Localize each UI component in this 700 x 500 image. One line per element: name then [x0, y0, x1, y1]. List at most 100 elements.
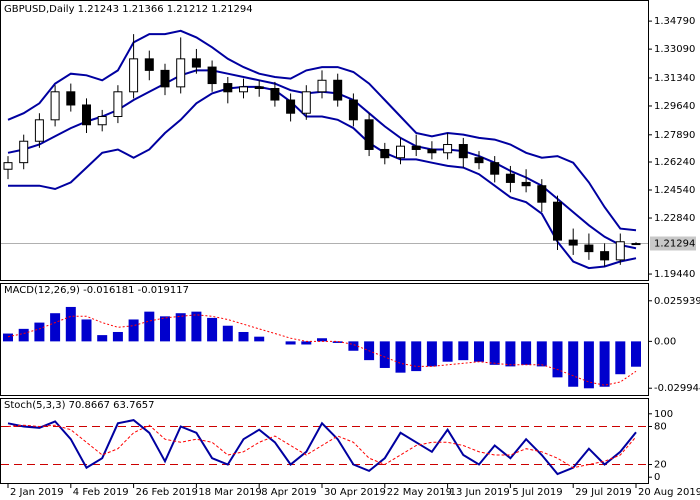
y-tick-label: 1.29640 — [654, 101, 695, 112]
stoch-line — [7, 424, 637, 469]
macd-bar — [599, 341, 610, 387]
macd-bar — [285, 341, 296, 345]
candle-body — [427, 148, 437, 154]
macd-title: MACD(12,26,9) -0.016181 -0.019117 — [4, 285, 189, 296]
macd-bar — [3, 333, 13, 342]
candle-body — [474, 157, 484, 164]
macd-bar — [348, 341, 359, 351]
x-tick-label: 13 Jun 2019 — [450, 487, 510, 498]
stoch-panel — [0, 398, 649, 484]
candle-body — [521, 181, 531, 187]
candle-body — [129, 58, 139, 93]
y-tick-label: 20 — [654, 460, 667, 471]
candle-body — [286, 99, 296, 114]
candle-body — [34, 119, 44, 142]
candle-body — [537, 185, 547, 203]
macd-bar — [552, 341, 563, 378]
macd-bar — [18, 328, 29, 342]
y-tick-label: 80 — [654, 421, 667, 432]
x-tick-label: 29 Jul 2019 — [575, 487, 632, 498]
candle-body — [443, 144, 453, 154]
candle-body — [97, 116, 107, 126]
macd-bar — [191, 311, 202, 342]
y-tick-label: 100 — [654, 409, 673, 420]
macd-bar — [50, 313, 61, 342]
candle-body — [207, 66, 217, 85]
macd-bar — [317, 338, 327, 342]
candle-body — [615, 241, 625, 261]
macd-bar — [411, 341, 422, 372]
y-tick-label: 1.19440 — [654, 269, 695, 280]
x-tick-label: 2 Jan 2019 — [10, 487, 64, 498]
stoch-line — [7, 419, 637, 476]
price-title: GBPUSD,Daily 1.21243 1.21366 1.21212 1.2… — [4, 4, 253, 15]
bollinger-band — [8, 85, 637, 270]
candle-body — [3, 162, 13, 170]
candle-body — [144, 58, 154, 71]
macd-bar — [160, 316, 170, 342]
candle-body — [176, 58, 186, 88]
candle-body — [505, 173, 515, 183]
candle-body — [631, 243, 641, 246]
y-tick-label: 1.22840 — [654, 213, 695, 224]
candle-body — [411, 145, 421, 150]
candle-body — [50, 91, 60, 121]
macd-bar — [442, 341, 453, 362]
candle-body — [82, 104, 91, 126]
macd-bar — [65, 306, 76, 342]
price-panel — [0, 0, 649, 281]
macd-bar — [458, 341, 469, 361]
candle-body — [553, 201, 562, 241]
macd-bar — [254, 336, 265, 342]
x-tick-label: 30 Apr 2019 — [324, 487, 386, 498]
candle-body — [160, 69, 170, 88]
y-tick-label: 1.31340 — [654, 73, 695, 84]
macd-bar — [128, 319, 139, 342]
y-tick-label: 1.24540 — [654, 185, 695, 196]
candle-body — [239, 86, 248, 93]
macd-bar — [332, 341, 343, 343]
macd-bar — [144, 311, 155, 342]
macd-bar — [615, 341, 626, 375]
current-price-box — [650, 236, 696, 251]
x-tick-label: 18 Mar 2019 — [198, 487, 261, 498]
y-tick-label: -0.029944 — [654, 383, 700, 394]
candle-body — [490, 162, 500, 175]
bollinger-band — [7, 29, 637, 232]
y-tick-label: 1.27890 — [654, 130, 695, 141]
y-tick-label: 0.00 — [654, 336, 676, 347]
candle-body — [333, 79, 343, 101]
macd-bar — [238, 331, 249, 342]
x-tick-label: 26 Feb 2019 — [136, 487, 198, 498]
macd-bar — [34, 322, 45, 342]
candle-body — [458, 144, 468, 159]
macd-bar — [489, 341, 500, 365]
candle-body — [364, 119, 374, 150]
macd-bar — [81, 319, 92, 342]
macd-bar — [505, 341, 516, 367]
macd-signal — [7, 314, 637, 386]
macd-bar — [301, 341, 312, 345]
y-tick-label: 1.33090 — [654, 44, 695, 55]
macd-bar — [222, 325, 233, 342]
macd-bar — [112, 331, 123, 342]
macd-bar — [521, 341, 532, 365]
macd-bar — [583, 341, 594, 389]
macd-bar — [379, 341, 390, 368]
candle-body — [317, 79, 327, 93]
candle-body — [66, 91, 76, 106]
candle-body — [191, 58, 201, 68]
y-tick-label: 0.025939 — [654, 296, 700, 307]
macd-bar — [536, 341, 547, 367]
candle-body — [113, 91, 123, 118]
candle-body — [568, 239, 578, 246]
macd-bar — [207, 317, 218, 342]
candle-body — [396, 145, 405, 159]
candle-body — [19, 140, 29, 164]
y-tick-label: 0 — [654, 472, 660, 483]
candle-body — [600, 251, 610, 261]
macd-bar — [97, 335, 108, 342]
macd-bar — [426, 341, 437, 367]
candle-body — [223, 83, 233, 93]
